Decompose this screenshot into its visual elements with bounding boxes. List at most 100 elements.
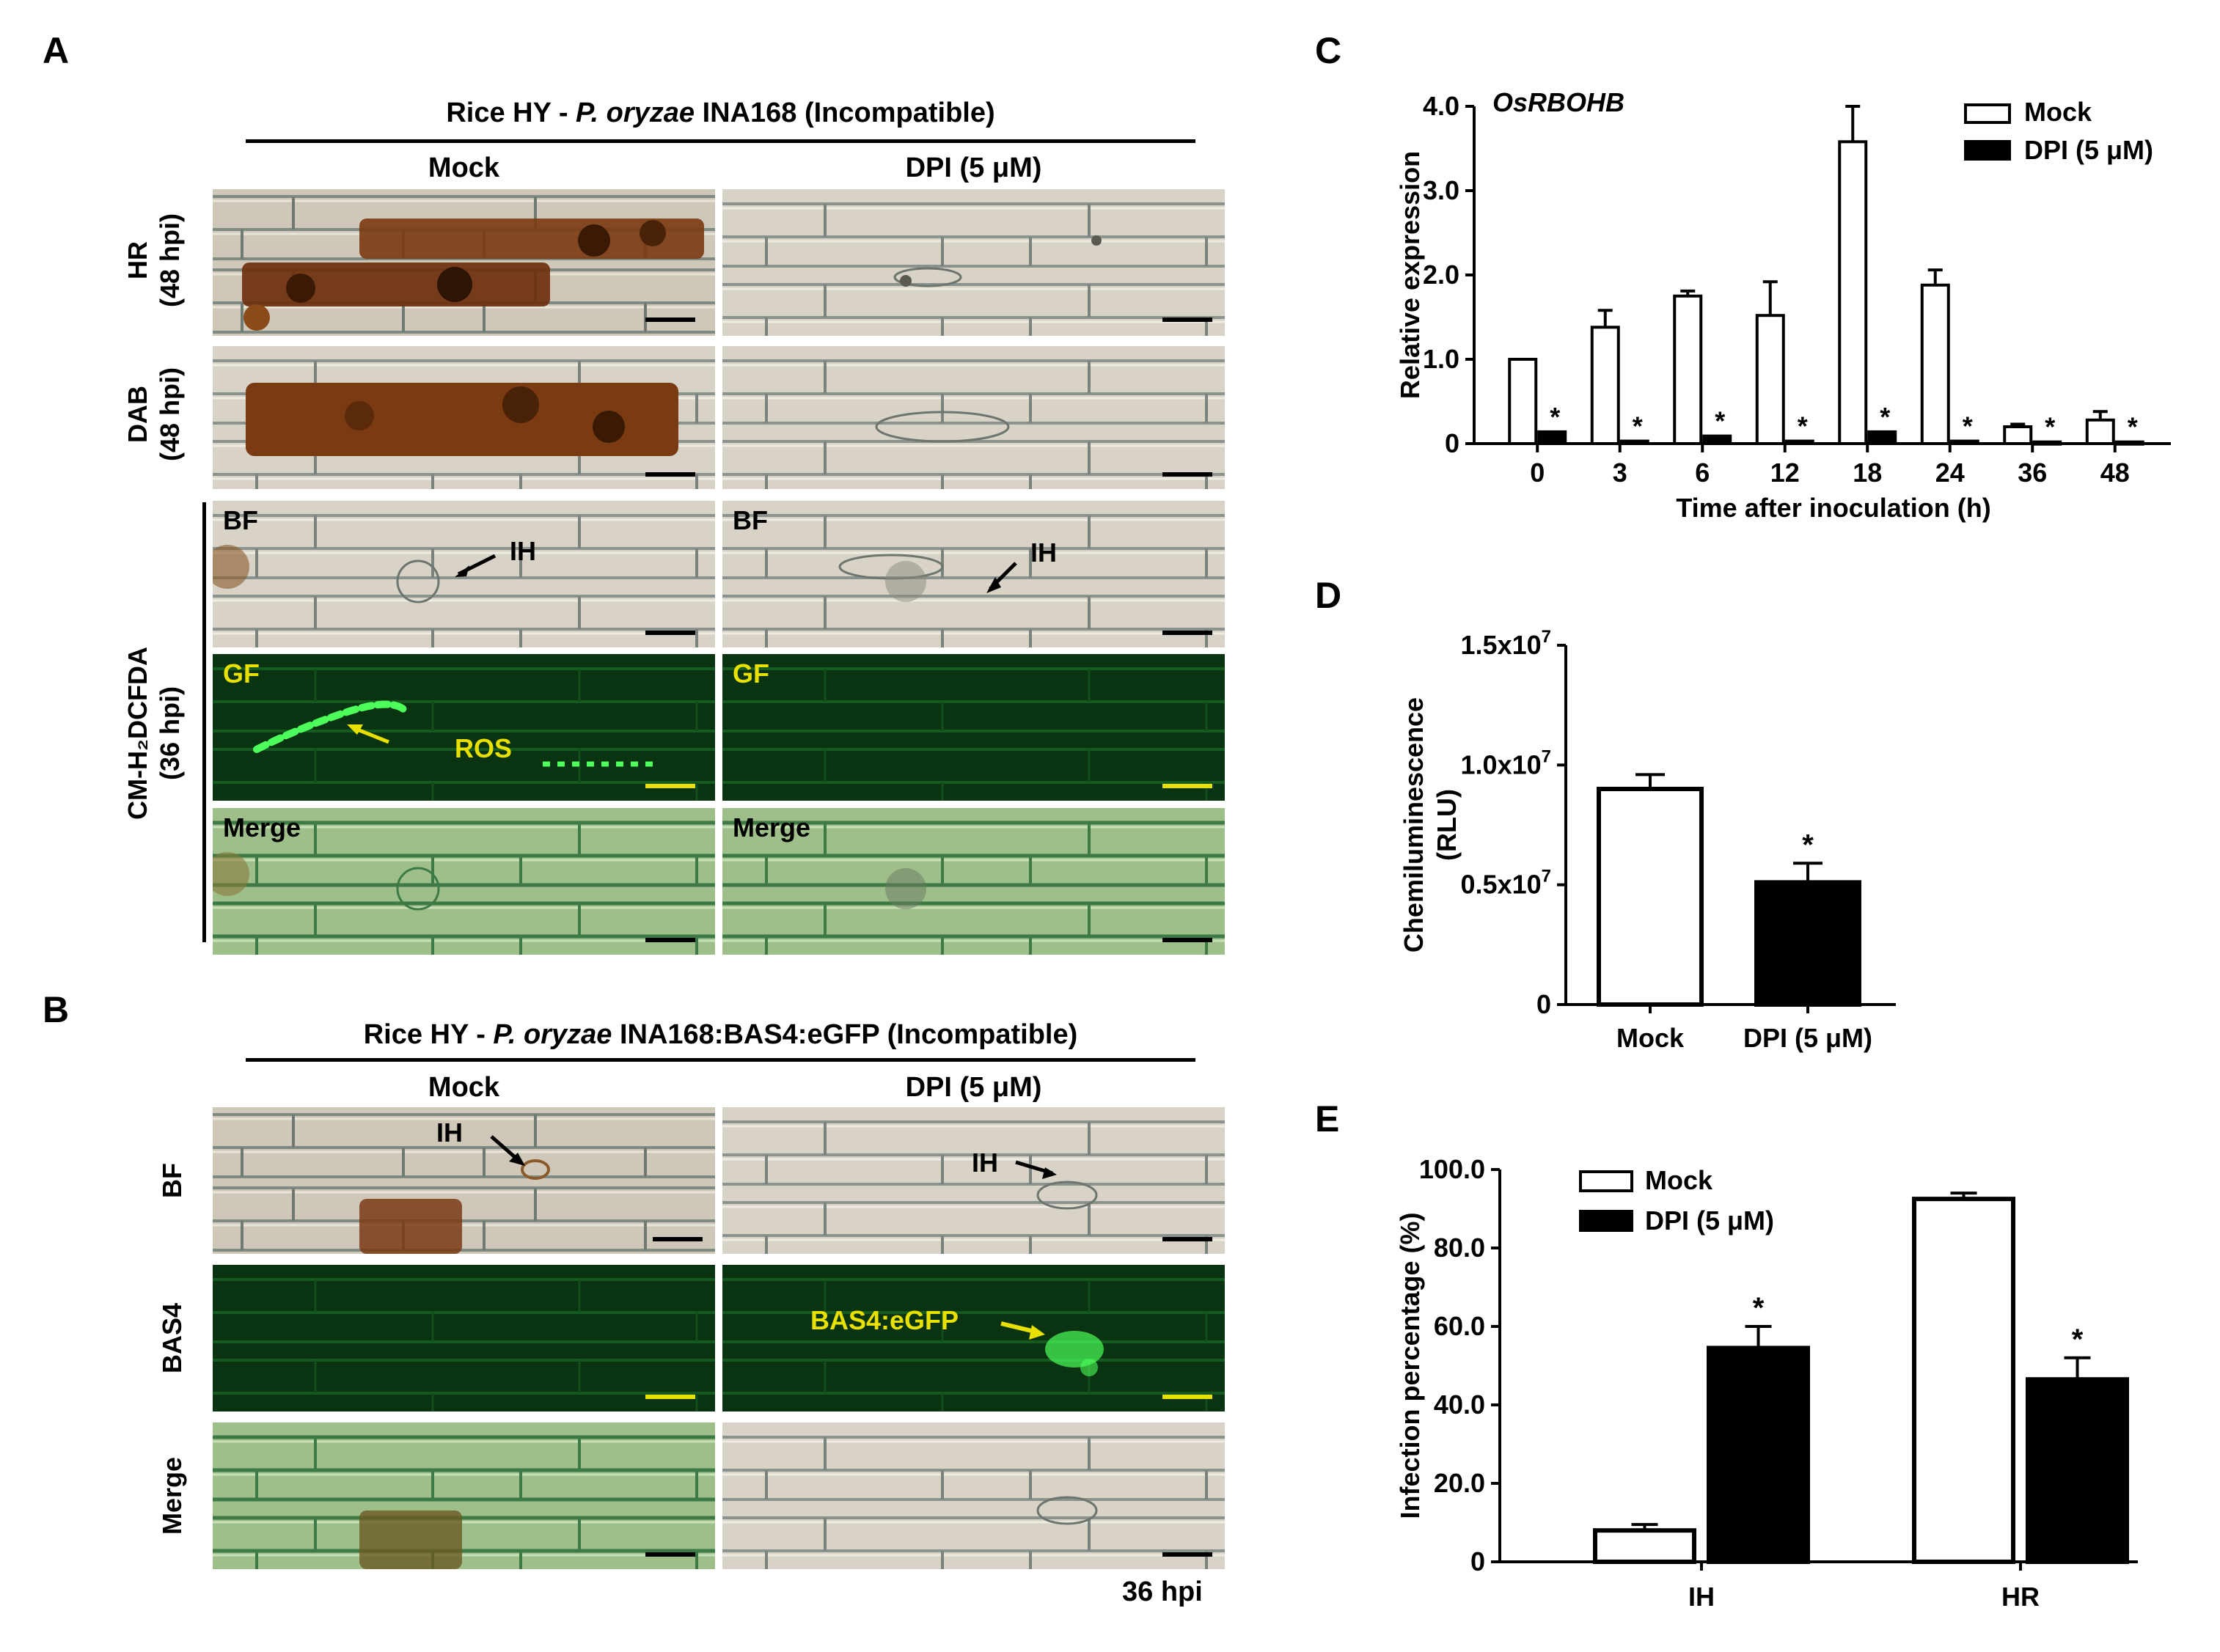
panel-b-col-dpi: DPI (5 μM) [905,1072,1042,1103]
panel-label-e: E [1315,1098,1340,1139]
e-legend-swatch-mock [1579,1170,1633,1192]
c-bar-dpi [1784,439,1814,445]
d-y-tick-exp: 7 [1542,627,1551,647]
micrograph-b-bf-mock: IH [213,1107,715,1254]
c-y-tick-label: 3.0 [1423,175,1459,205]
panel-a-header-prefix: Rice HY - [446,98,576,128]
e-y-tick-label: 60.0 [1434,1311,1485,1341]
c-x-tick-label: 0 [1530,458,1545,488]
c-significance-star: * [1550,402,1560,432]
c-bar-mock [2085,418,2115,445]
c-bar-dpi [2032,440,2062,446]
e-bar-mock [1593,1528,1696,1565]
micrograph-b-bf-dpi: IH [722,1107,1225,1254]
micrograph-gf-mock: GF ROS [213,654,715,801]
micrograph-b-merge-mock [213,1422,715,1569]
micrograph-dab-mock [213,346,715,489]
annotation-ih-b-mock: IH [436,1117,463,1148]
panel-a-col-mock: Mock [428,153,500,183]
row-label-b-bas4: BAS4 [157,1302,187,1374]
d-y-tick-label: 1.5x107 [1461,627,1551,660]
c-bar-dpi [1537,430,1567,445]
c-x-tick-label: 48 [2100,458,2130,488]
chart-c: 0 1.0 2.0 3.0 4.0 OsRBOHB Relative expression 0… [1395,87,2171,523]
c-significance-star: * [1715,406,1725,436]
annotation-bas4-egfp: BAS4:eGFP [810,1305,959,1335]
e-bar-mock [1912,1197,2015,1564]
row-label-dab-line1: DAB [122,386,153,444]
row-label-hr: HR (48 hpi) [122,213,186,307]
c-legend-swatch-mock [1964,103,2011,124]
e-significance-star: * [1753,1292,1765,1324]
c-significance-star: * [1963,411,1973,441]
e-y-tick-label: 100.0 [1419,1154,1485,1184]
row-label-hr-line1: HR [122,241,153,280]
e-legend-swatch-dpi [1579,1210,1633,1232]
e-x-tick-label: IH [1688,1582,1715,1612]
cm-bracket-line [202,502,206,942]
micrograph-merge-mock: Merge [213,808,715,955]
row-label-b-bf: BF [157,1163,187,1198]
c-bar-dpi [1867,430,1897,445]
d-x-tick-label: DPI (5 μM) [1743,1023,1872,1053]
c-significance-star: * [2045,412,2055,442]
micrograph-bf-dpi: BF IH [722,501,1225,647]
annotation-ih-b-dpi: IH [972,1148,998,1178]
e-y-tick-label: 0 [1470,1546,1485,1576]
d-y-tick-base: 0 [1536,989,1551,1019]
c-ylabel: Relative expression [1395,151,1425,399]
c-x-tick-label: 24 [1935,458,1965,488]
c-legend-swatch-dpi [1964,140,2011,161]
micrograph-hr-mock [213,189,715,336]
row-label-b-merge: Merge [157,1456,187,1535]
c-bar-dpi [1619,439,1649,445]
c-bar-mock [1755,314,1785,446]
d-y-tick-label: 0 [1536,989,1551,1019]
panel-a-header-suffix: INA168 (Incompatible) [695,98,995,128]
c-bar-mock [1838,140,1868,446]
annotation-ih-a-dpi: IH [1030,537,1057,568]
c-legend-label-mock: Mock [2024,97,2092,127]
e-legend-label-dpi: DPI (5 μM) [1645,1205,1774,1236]
panel-label-a: A [43,30,70,71]
c-x-tick-label: 18 [1853,458,1882,488]
d-ylabel-line1: Chemiluminescence [1399,697,1429,952]
d-y-tick-base: 0.5x10 [1461,870,1542,900]
d-x-tick-label: Mock [1616,1023,1685,1053]
panel-b-header-prefix: Rice HY - [363,1019,494,1050]
c-xlabel: Time after inoculation (h) [1676,493,1990,523]
d-y-tick-base: 1.5x10 [1461,630,1542,660]
annotation-ros: ROS [455,733,513,763]
c-y-tick-label: 2.0 [1423,260,1459,290]
panel-label-d: D [1315,575,1342,616]
tag-bf-mock: BF [223,505,258,535]
e-bar-dpi [2026,1377,2129,1564]
c-bar-mock [1590,326,1620,445]
c-bar-mock [1920,283,1950,445]
tag-bf-dpi: BF [733,505,768,535]
micrograph-bf-mock: BF IH [213,501,715,647]
d-y-tick-base: 1.0x10 [1461,749,1542,779]
e-x-tick-label: HR [2001,1582,2040,1612]
micrograph-b-bas4-mock [213,1265,715,1411]
d-bar [1597,787,1704,1007]
micrograph-merge-dpi: Merge [722,808,1225,955]
c-x-tick-label: 3 [1613,458,1627,488]
d-y-tick-label: 0.5x107 [1461,867,1551,900]
tag-merge-dpi: Merge [733,812,811,842]
e-y-tick-label: 20.0 [1434,1468,1485,1498]
micrograph-b-merge-dpi [722,1422,1225,1569]
row-label-cm-line1: CM-H₂DCFDA [122,647,153,820]
panel-b-header-species: P. oryzae [493,1019,612,1050]
c-significance-star: * [2128,412,2138,442]
c-bar-mock [1673,294,1703,445]
e-y-tick-label: 80.0 [1434,1233,1485,1263]
c-x-tick-label: 36 [2018,458,2047,488]
panel-b-header-suffix: INA168:BAS4:eGFP (Incompatible) [612,1019,1078,1050]
chart-d: 00.5x1071.0x1071.5x107Chemiluminescence(… [1399,627,1896,1053]
panel-b-footer: 36 hpi [1122,1576,1203,1607]
e-ylabel: Infection percentage (%) [1395,1212,1425,1519]
c-y-tick-label: 4.0 [1423,91,1459,121]
panel-a-header-rule [246,139,1195,143]
c-significance-star: * [1798,411,1808,441]
